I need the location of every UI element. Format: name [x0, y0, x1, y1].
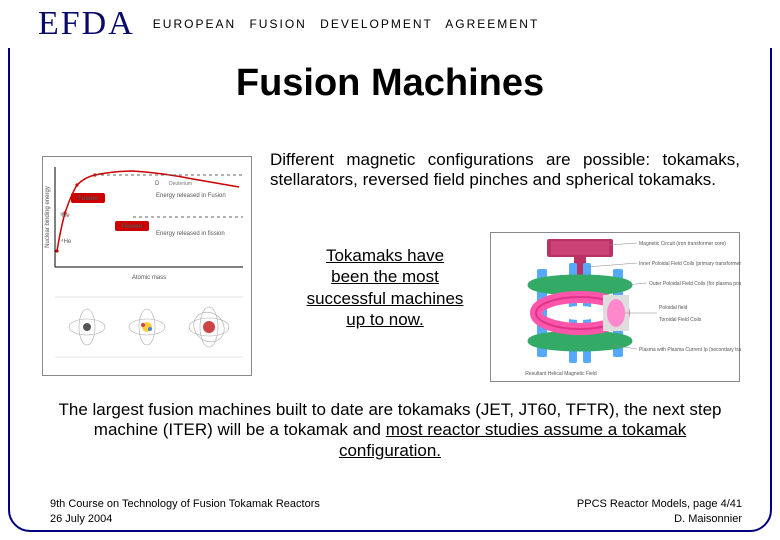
- footer-page: PPCS Reactor Models, page 4/41: [577, 497, 742, 511]
- tokamak-statement: Tokamaks have been the most successful m…: [305, 245, 465, 330]
- tokamak-statement-text: Tokamaks have been the most successful m…: [307, 246, 464, 329]
- energy-rel-fission: Energy released in fission: [156, 231, 225, 237]
- svg-text:Poloidal field: Poloidal field: [659, 305, 688, 311]
- binding-energy-svg: Fusion Fission Energy released in Fusion…: [43, 157, 253, 377]
- footer-left: 9th Course on Technology of Fusion Tokam…: [50, 497, 320, 526]
- svg-text:Magnetic Circuit (iron transfo: Magnetic Circuit (iron transformer core): [639, 241, 726, 247]
- atom-3: [188, 306, 231, 348]
- closing-b: most reactor studies assume a tokamak co…: [339, 420, 686, 459]
- svg-text:⁴He: ⁴He: [61, 238, 72, 245]
- atom-2: [129, 309, 165, 345]
- tokamak-figure: Magnetic Circuit (iron transformer core)…: [490, 232, 740, 382]
- footer-author: D. Maisonnier: [577, 512, 742, 526]
- svg-text:D: D: [155, 181, 160, 187]
- efda-logo: EFDA: [0, 5, 153, 43]
- svg-text:Resultant Helical Magnetic Fie: Resultant Helical Magnetic Field: [525, 371, 597, 377]
- tokamak-svg: Magnetic Circuit (iron transformer core)…: [491, 233, 741, 383]
- closing-paragraph: The largest fusion machines built to dat…: [50, 400, 730, 461]
- footer-date: 26 July 2004: [50, 512, 320, 526]
- energy-rel-fusion: Energy released in Fusion: [156, 193, 226, 199]
- svg-text:Outer Poloidal Field Coils (fo: Outer Poloidal Field Coils (for plasma p…: [649, 281, 741, 287]
- fission-tag: Fission: [121, 224, 142, 230]
- footer-course: 9th Course on Technology of Fusion Tokam…: [50, 497, 320, 511]
- svg-text:Inner Poloidal Field Coils (pr: Inner Poloidal Field Coils (primary tran…: [639, 261, 741, 267]
- footer: 9th Course on Technology of Fusion Tokam…: [50, 497, 742, 526]
- intro-paragraph: Different magnetic configurations are po…: [270, 150, 740, 191]
- title-box: Fusion Machines: [210, 56, 570, 115]
- svg-text:Plasma with Plasma Current Ip: Plasma with Plasma Current Ip (secondary…: [639, 347, 741, 353]
- footer-right: PPCS Reactor Models, page 4/41 D. Maison…: [577, 497, 742, 526]
- atom-1: [69, 309, 105, 345]
- svg-text:Toroidal Field Coils: Toroidal Field Coils: [659, 317, 702, 323]
- fusion-tag: Fusion: [78, 196, 98, 202]
- header: EFDA EUROPEAN FUSION DEVELOPMENT AGREEME…: [0, 0, 780, 48]
- binding-energy-figure: Fusion Fission Energy released in Fusion…: [42, 156, 252, 376]
- be-xlabel: Atomic mass: [132, 275, 166, 281]
- svg-text:Deuterium: Deuterium: [169, 181, 192, 187]
- be-ylabel: Nuclear binding energy: [45, 186, 51, 248]
- svg-text:³He: ³He: [60, 213, 70, 219]
- page-title: Fusion Machines: [236, 62, 544, 105]
- efda-subtitle: EUROPEAN FUSION DEVELOPMENT AGREEMENT: [153, 17, 540, 31]
